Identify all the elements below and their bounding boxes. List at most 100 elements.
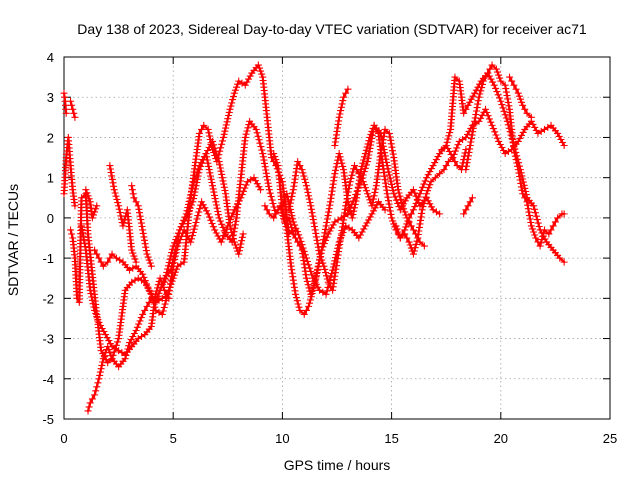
data-point-marker <box>256 64 263 72</box>
data-point-marker <box>505 102 513 110</box>
series-track-14 <box>285 125 428 294</box>
data-point-marker <box>128 246 136 254</box>
data-point-marker <box>529 225 536 233</box>
data-point-marker <box>166 283 174 291</box>
data-point-marker <box>202 150 210 158</box>
data-point-marker <box>517 179 525 187</box>
data-point-marker <box>71 113 79 121</box>
data-point-marker <box>359 159 367 167</box>
data-point-marker <box>67 97 75 105</box>
data-point-marker <box>230 89 238 97</box>
data-point-marker <box>348 214 356 222</box>
data-point-marker <box>534 219 542 227</box>
data-point-marker <box>494 91 502 99</box>
data-point-marker <box>529 120 537 128</box>
data-point-marker <box>231 224 239 232</box>
data-point-marker <box>411 189 419 197</box>
data-point-marker <box>335 113 343 121</box>
data-point-marker <box>453 144 461 152</box>
data-point-marker <box>165 294 173 302</box>
data-point-marker <box>112 341 120 349</box>
data-point-marker <box>490 81 498 89</box>
data-point-marker <box>393 225 401 233</box>
data-point-marker <box>454 141 462 149</box>
data-point-marker <box>191 222 199 230</box>
data-point-marker <box>487 118 495 126</box>
data-point-marker <box>479 80 486 88</box>
data-point-marker <box>88 293 96 301</box>
data-point-marker <box>320 232 328 240</box>
data-point-marker <box>350 207 358 215</box>
data-point-marker <box>338 100 346 108</box>
data-point-marker <box>101 331 109 339</box>
data-point-marker <box>514 89 522 97</box>
data-point-marker <box>104 359 112 367</box>
y-tick-label: -3 <box>42 332 54 347</box>
data-point-marker <box>523 198 531 206</box>
data-point-marker <box>211 195 219 203</box>
data-point-marker <box>335 248 343 256</box>
data-point-marker <box>92 309 100 317</box>
data-point-marker <box>443 138 451 146</box>
data-point-marker <box>352 197 360 205</box>
data-point-marker <box>497 97 505 105</box>
data-point-marker <box>67 226 75 234</box>
data-point-marker <box>108 250 116 258</box>
data-point-marker <box>204 210 212 218</box>
data-point-marker <box>208 220 216 227</box>
data-point-marker <box>167 276 175 284</box>
y-tick-label: 3 <box>47 90 54 105</box>
data-point-marker <box>348 171 356 179</box>
data-point-marker <box>364 158 372 166</box>
data-point-marker <box>257 186 265 194</box>
data-point-marker <box>152 290 160 298</box>
data-point-marker <box>142 247 150 255</box>
data-point-marker <box>158 310 166 318</box>
data-point-marker <box>432 156 440 164</box>
data-point-marker <box>219 235 227 243</box>
data-point-marker <box>368 210 376 218</box>
data-point-marker <box>462 133 470 141</box>
data-point-marker <box>364 154 372 162</box>
data-point-marker <box>381 125 389 133</box>
data-point-marker <box>326 227 334 235</box>
plot-frame <box>63 56 611 420</box>
data-point-marker <box>229 96 237 104</box>
data-point-marker <box>128 182 136 190</box>
data-point-marker <box>211 144 219 152</box>
data-point-marker <box>413 196 421 204</box>
data-point-marker <box>338 159 346 167</box>
data-point-marker <box>77 222 85 230</box>
data-point-marker <box>328 191 335 199</box>
data-point-marker <box>407 210 415 218</box>
data-point-marker <box>78 225 86 233</box>
data-point-marker <box>474 97 482 105</box>
data-point-marker <box>409 250 417 258</box>
series-track-2 <box>60 89 70 117</box>
data-point-marker <box>519 101 527 109</box>
data-point-marker <box>315 247 323 255</box>
data-point-marker <box>383 190 391 198</box>
data-point-marker <box>471 89 479 97</box>
data-point-marker <box>224 115 232 123</box>
data-point-marker <box>324 278 332 286</box>
data-point-marker <box>415 193 423 201</box>
data-point-marker <box>137 219 145 227</box>
data-point-marker <box>258 70 266 78</box>
data-point-marker <box>266 189 274 197</box>
data-point-marker <box>401 230 409 238</box>
data-point-marker <box>142 243 150 251</box>
data-point-marker <box>501 81 509 89</box>
data-point-marker <box>388 180 396 188</box>
data-point-marker <box>241 81 249 89</box>
series-track-7 <box>77 222 173 359</box>
data-point-marker <box>304 188 312 196</box>
data-point-marker <box>549 222 557 230</box>
data-point-marker <box>139 226 147 234</box>
data-point-marker <box>335 150 343 158</box>
data-point-marker <box>372 185 380 193</box>
data-point-marker <box>282 223 290 231</box>
data-point-marker <box>253 129 261 137</box>
data-point-marker <box>470 121 478 129</box>
data-point-marker <box>429 162 437 170</box>
